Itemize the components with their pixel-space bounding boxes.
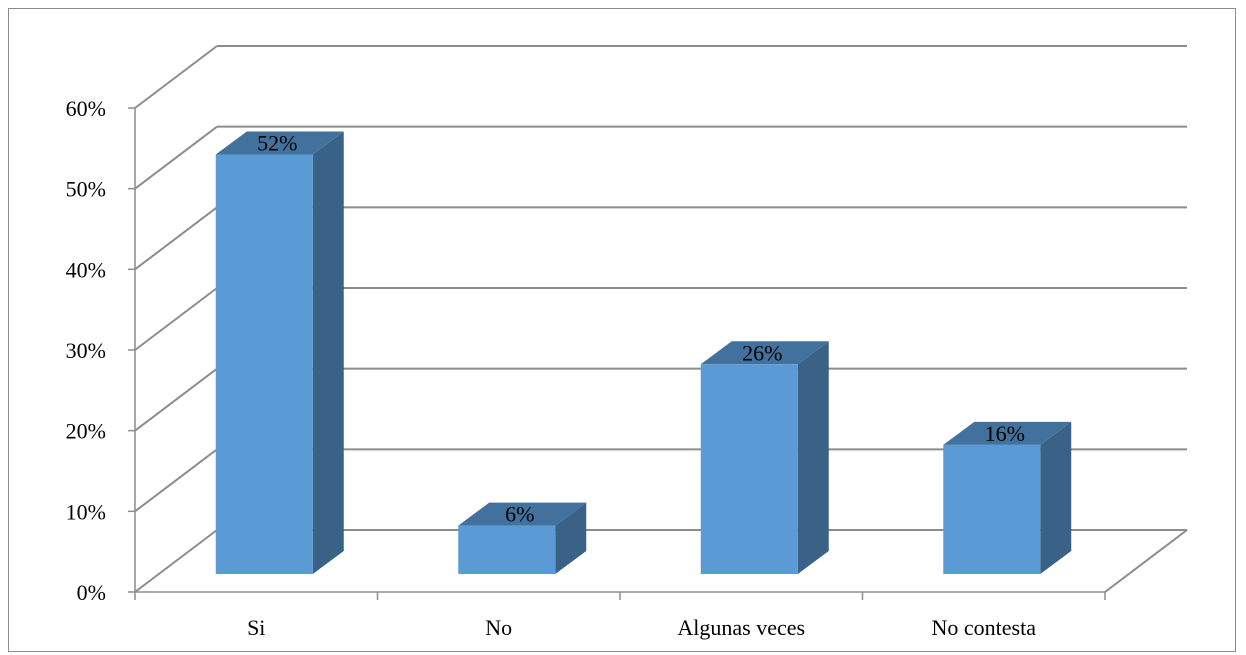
bar-side	[555, 502, 587, 574]
y-tick-label: 0%	[77, 580, 106, 605]
bar	[458, 525, 556, 574]
bar	[943, 444, 1041, 574]
bar-side	[312, 131, 344, 575]
data-label: 6%	[505, 502, 534, 527]
y-axis-ticks: 0% 10% 20% 30% 40% 50% 60%	[66, 96, 135, 605]
bar-top	[458, 502, 587, 526]
bar-side	[797, 341, 829, 574]
data-label: 26%	[742, 340, 782, 365]
y-tick-label: 50%	[66, 177, 106, 202]
y-tick-label: 10%	[66, 499, 106, 524]
gridline-side	[134, 45, 218, 109]
y-tick-label: 40%	[66, 257, 106, 282]
y-tick-label: 30%	[66, 338, 106, 363]
y-tick-label: 20%	[66, 419, 106, 444]
bar-top	[700, 341, 829, 365]
floor-left-edge	[134, 529, 218, 593]
bar-top	[215, 131, 344, 155]
bar-top	[943, 421, 1072, 445]
x-tick-label: No contesta	[932, 615, 1037, 640]
gridline-side	[134, 448, 218, 513]
data-labels: 52% 6% 26% 16%	[257, 131, 1025, 527]
bar	[215, 154, 313, 575]
bar-side	[1040, 421, 1072, 574]
data-label: 52%	[257, 131, 297, 156]
gridline-side	[134, 367, 218, 432]
bar	[700, 364, 798, 574]
gridline-side	[134, 206, 218, 271]
data-label: 16%	[985, 421, 1025, 446]
floor-right-edge	[1104, 529, 1188, 593]
y-tick-label: 60%	[66, 96, 106, 121]
x-tick-label: Si	[247, 615, 265, 640]
gridline-side	[134, 287, 218, 351]
x-tick-label: Algunas veces	[677, 615, 805, 640]
x-axis-ticks: Si No Algunas veces No contesta	[134, 592, 1106, 640]
gridline-side	[134, 125, 218, 190]
x-tick-label: No	[485, 615, 512, 640]
bars	[215, 131, 1072, 575]
